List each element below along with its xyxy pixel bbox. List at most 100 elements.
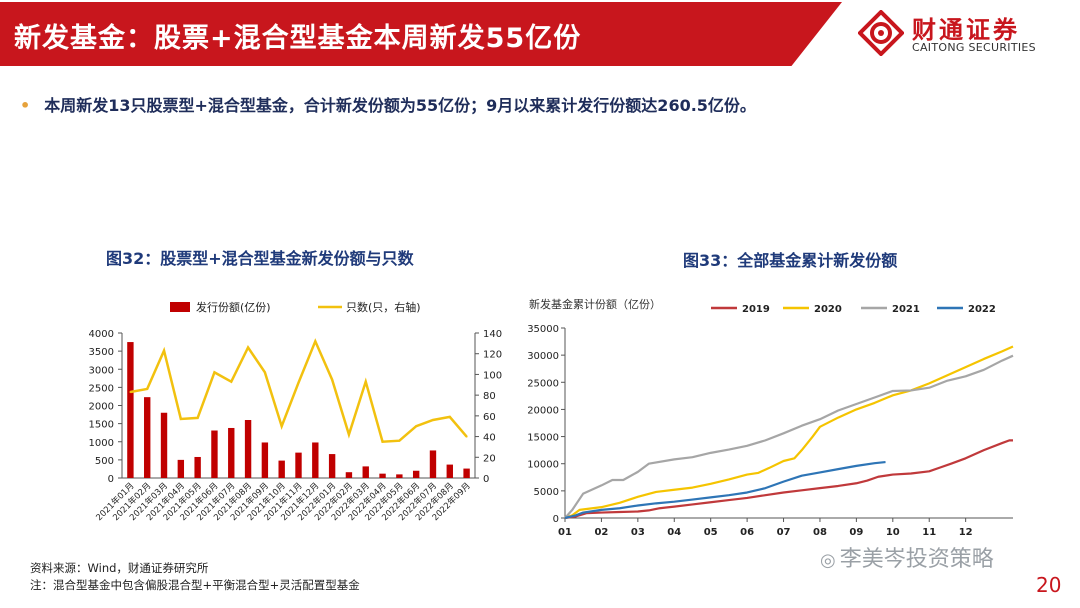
point-fund-count xyxy=(314,340,317,343)
y-right-tick-label: 40 xyxy=(483,433,496,444)
chart-cumulative-issuance-lines: 新发基金累计份额（亿份） 2019 2020 2021 2022 0 5000 10000 15… xyxy=(527,297,1014,538)
footnote: 注：混合型基金中包含偏股混合型+平衡混合型+灵活配置型基金 xyxy=(30,578,360,592)
y-right-tick-label: 20 xyxy=(483,453,496,464)
x-tick-label: 02 xyxy=(594,527,608,538)
x-tick-label: 12 xyxy=(959,527,973,538)
point-fund-count xyxy=(196,416,199,419)
y-right-tick-label: 100 xyxy=(483,370,502,381)
y-left-tick-label: 0 xyxy=(108,474,114,485)
point-fund-count xyxy=(415,425,418,428)
point-fund-count xyxy=(347,433,350,436)
legend-label-2022: 2022 xyxy=(968,304,996,315)
point-fund-count xyxy=(431,419,434,421)
x-tick-label: 04 xyxy=(667,527,681,538)
point-fund-count xyxy=(398,439,401,442)
bar-issuance xyxy=(295,452,302,478)
point-fund-count xyxy=(213,371,216,374)
legend-label-count: 只数(只，右轴) xyxy=(346,300,421,314)
wechat-icon: ◎ xyxy=(820,550,836,571)
bar-issuance xyxy=(177,459,185,478)
series-line-2021 xyxy=(564,354,1014,519)
series-line-2019 xyxy=(564,439,1013,520)
bullet-dot-icon: • xyxy=(20,96,31,115)
bar-issuance xyxy=(396,474,403,478)
slide-header: 新发基金：股票+混合型基金本周新发55亿份 财通证券 CAITONG SECUR… xyxy=(0,0,1080,68)
y-axis-title: 新发基金累计份额（亿份） xyxy=(529,297,661,311)
watermark: ◎ 李美岑投资策略 xyxy=(820,541,994,573)
bar-issuance xyxy=(228,427,235,478)
logo-emblem-icon xyxy=(858,10,904,56)
series-line-2020 xyxy=(564,345,1014,520)
y-tick-label: 25000 xyxy=(527,378,559,389)
y-left-tick-label: 2000 xyxy=(89,402,114,413)
point-fund-count xyxy=(381,440,384,443)
point-fund-count xyxy=(230,380,233,383)
chart-new-issuance-bar-line: 发行份额(亿份) 只数(只，右轴)050010001500200025003000… xyxy=(89,300,503,523)
legend-swatch-issuance xyxy=(170,302,190,312)
bar-issuance xyxy=(463,468,470,478)
x-tick-label: 03 xyxy=(631,527,645,538)
source-note: 资料来源：Wind，财通证券研究所 xyxy=(30,561,209,575)
bar-issuance xyxy=(261,442,269,478)
title-banner: 新发基金：股票+混合型基金本周新发55亿份 xyxy=(0,2,842,66)
point-fund-count xyxy=(146,387,149,390)
legend-label-2021: 2021 xyxy=(892,304,920,315)
y-right-tick-label: 60 xyxy=(483,412,496,423)
x-tick-label: 10 xyxy=(886,527,900,538)
x-tick-label: 05 xyxy=(704,527,718,538)
bar-issuance xyxy=(446,464,453,478)
y-right-tick-label: 80 xyxy=(483,391,496,402)
point-fund-count xyxy=(364,380,367,383)
y-tick-label: 20000 xyxy=(527,405,559,416)
bar-issuance xyxy=(429,450,437,478)
point-fund-count xyxy=(465,435,468,438)
x-tick-label: 01 xyxy=(558,527,572,538)
bar-issuance xyxy=(244,420,252,478)
bar-issuance xyxy=(160,412,168,478)
point-fund-count xyxy=(247,346,250,349)
x-tick-label: 06 xyxy=(740,527,754,538)
y-right-tick-label: 120 xyxy=(483,350,502,361)
x-tick-label: 11 xyxy=(922,527,936,538)
slide-title: 新发基金：股票+混合型基金本周新发55亿份 xyxy=(14,23,582,54)
bar-issuance xyxy=(127,342,134,478)
y-left-tick-label: 2500 xyxy=(89,383,114,394)
y-tick-label: 15000 xyxy=(527,433,559,444)
series-line-2022 xyxy=(564,460,886,520)
point-fund-count xyxy=(448,415,451,418)
bar-issuance xyxy=(312,442,319,478)
bar-issuance xyxy=(144,397,151,478)
y-left-tick-label: 3500 xyxy=(89,347,114,358)
logo-text-chinese: 财通证券 xyxy=(912,16,1020,44)
bar-issuance xyxy=(194,456,201,478)
y-left-tick-label: 3000 xyxy=(89,365,114,376)
company-logo: 财通证券 CAITONG SECURITIES xyxy=(858,8,1068,60)
y-tick-label: 30000 xyxy=(527,351,559,362)
point-fund-count xyxy=(129,391,132,394)
y-tick-label: 10000 xyxy=(527,460,559,471)
y-left-tick-label: 1000 xyxy=(89,438,114,449)
x-tick-label: 08 xyxy=(813,527,827,538)
y-left-tick-label: 4000 xyxy=(89,329,114,340)
bar-issuance xyxy=(412,470,420,478)
point-fund-count xyxy=(263,371,266,374)
point-fund-count xyxy=(179,417,182,420)
y-right-tick-label: 0 xyxy=(483,474,489,485)
logo-text-english: CAITONG SECURITIES xyxy=(912,41,1036,54)
summary-bullet: • 本周新发13只股票型+混合型基金，合计新发份额为55亿份；9月以来累计发行份额… xyxy=(20,92,756,116)
legend-label-2020: 2020 xyxy=(814,304,842,315)
figure-33-title: 图33：全部基金累计新发份额 xyxy=(683,251,898,270)
point-fund-count xyxy=(163,349,166,352)
bar-issuance xyxy=(362,466,369,478)
y-left-tick-label: 500 xyxy=(95,456,114,467)
x-tick-label: 07 xyxy=(777,527,791,538)
figure-32-title: 图32：股票型+混合型基金新发份额与只数 xyxy=(106,249,414,268)
legend-label-2019: 2019 xyxy=(742,304,770,315)
bar-issuance xyxy=(328,454,336,478)
point-fund-count xyxy=(280,425,283,428)
y-tick-label: 0 xyxy=(553,514,559,525)
x-tick-label: 09 xyxy=(849,527,863,538)
bar-issuance xyxy=(278,460,285,478)
legend-label-issuance: 发行份额(亿份) xyxy=(196,300,271,314)
summary-text: 本周新发13只股票型+混合型基金，合计新发份额为55亿份；9月以来累计发行份额达… xyxy=(44,96,756,115)
